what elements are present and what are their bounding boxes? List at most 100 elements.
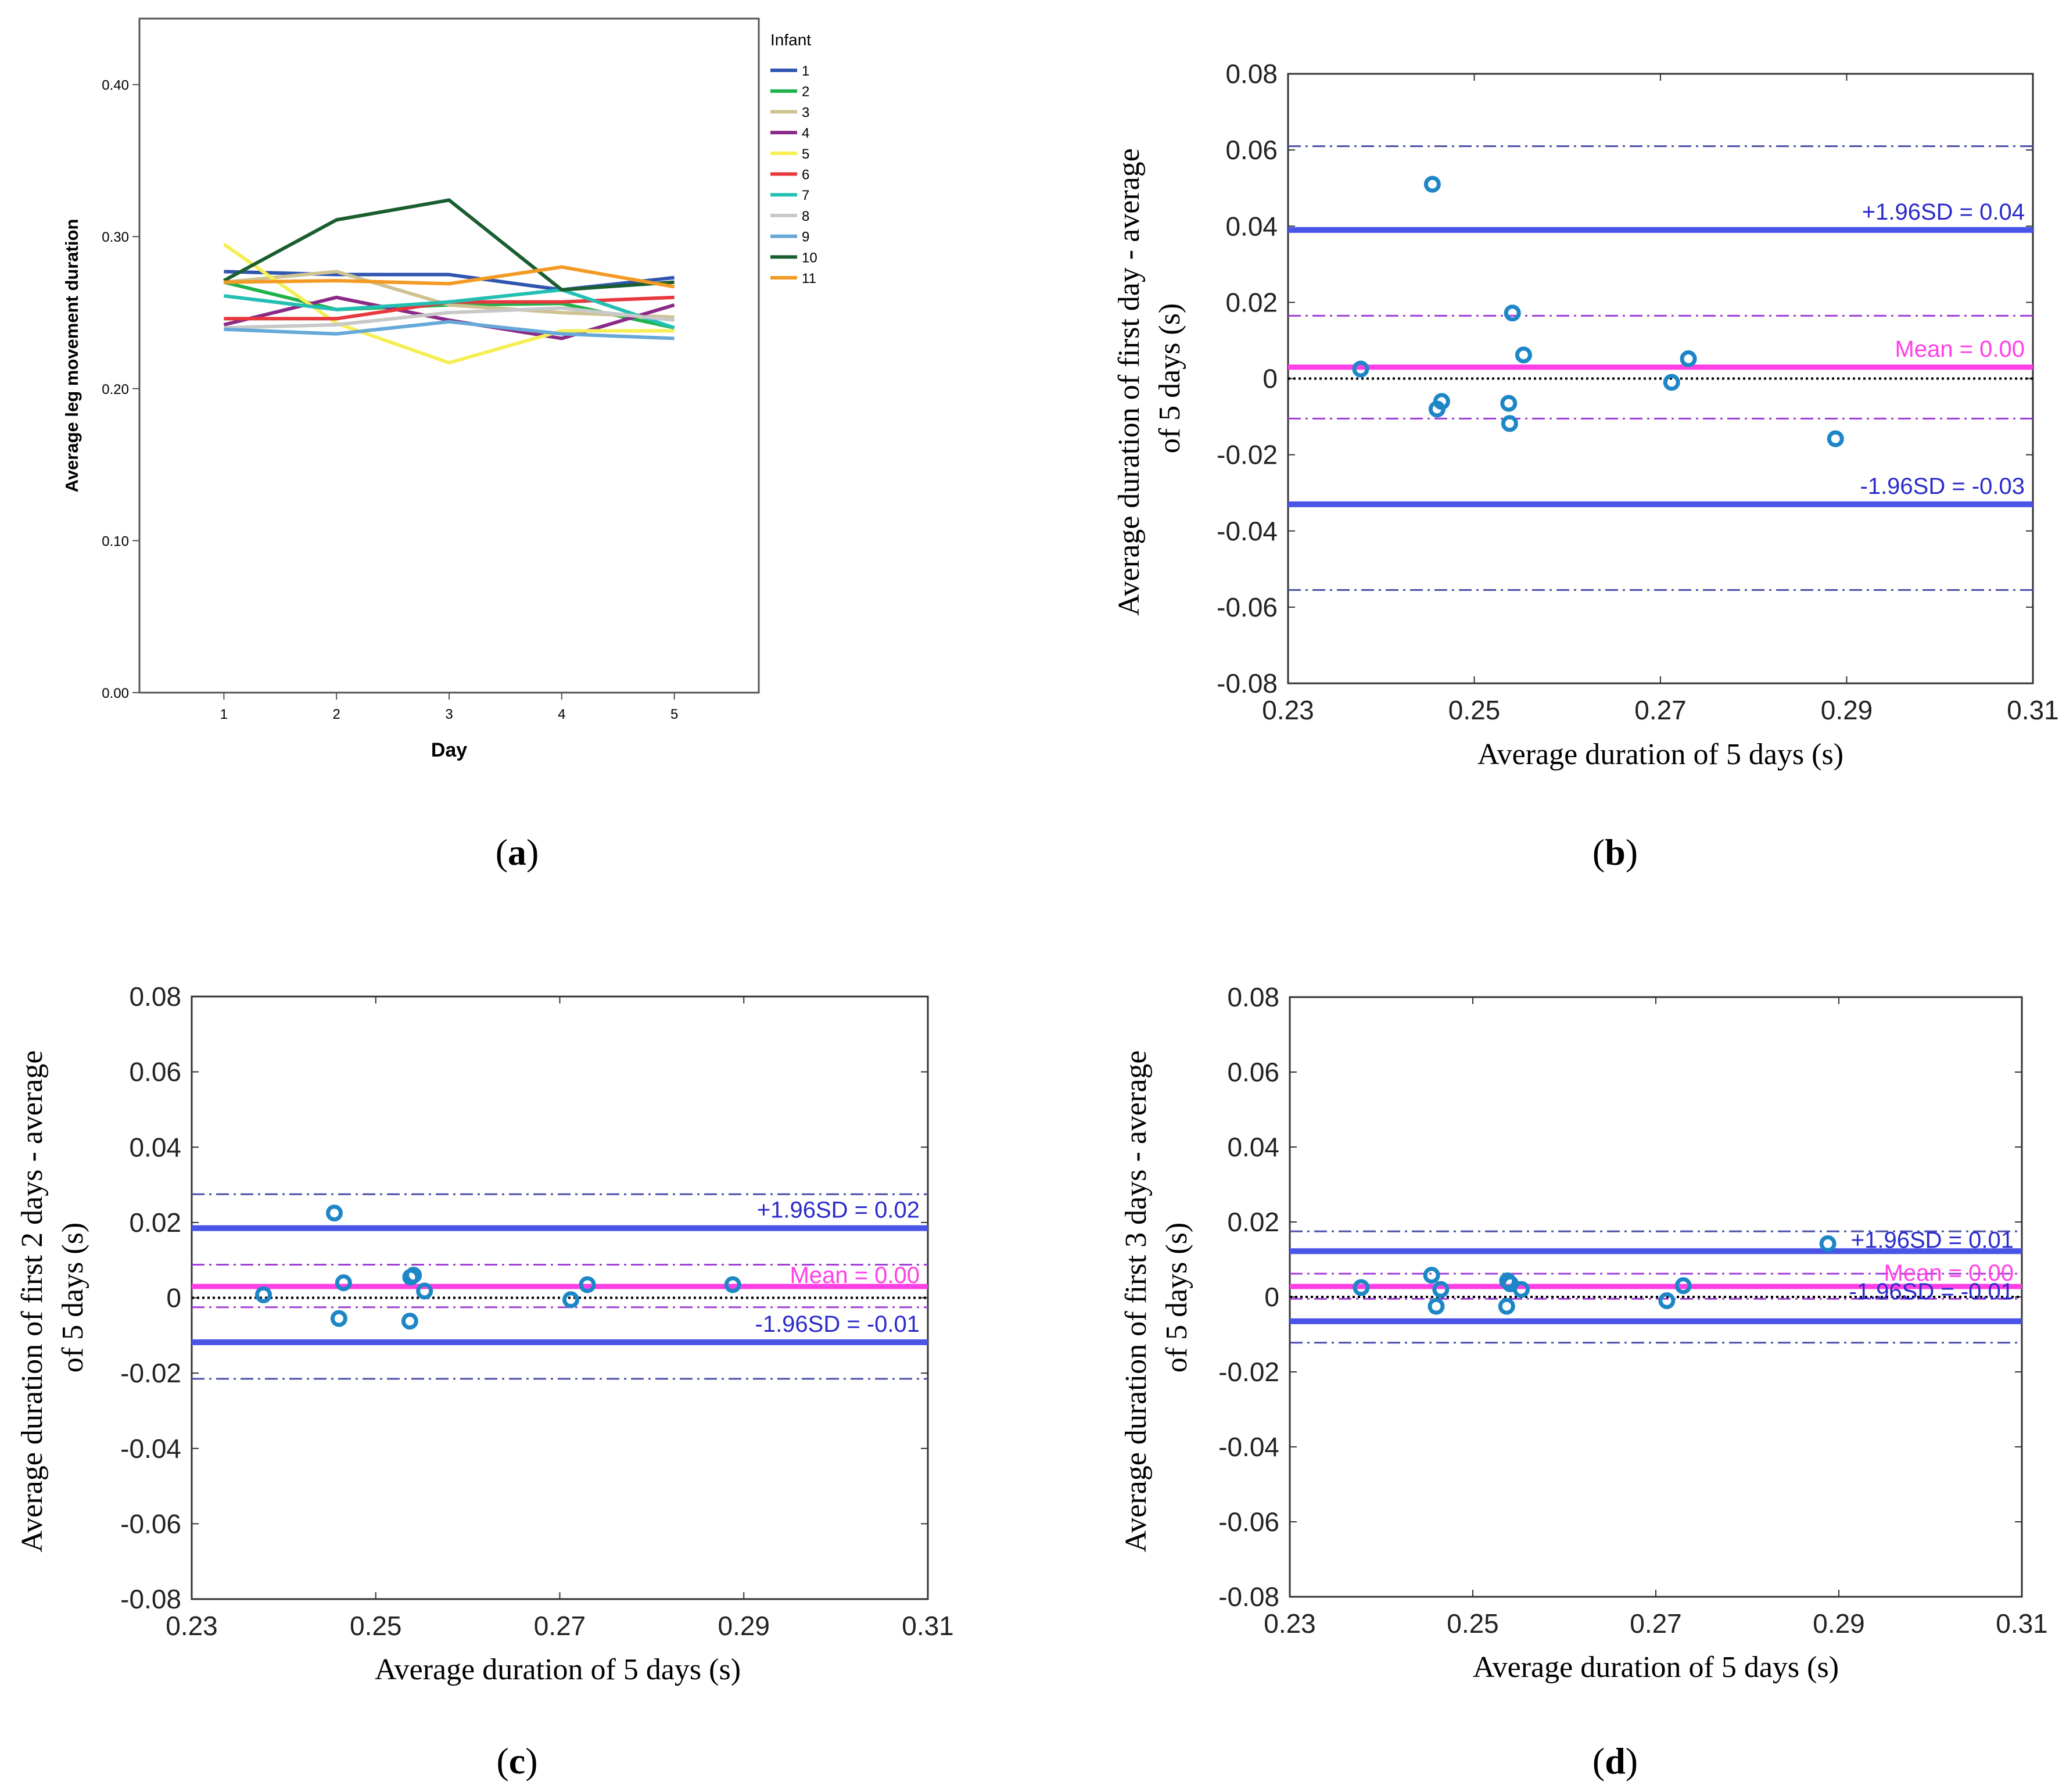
series-line-infant-7 [224, 288, 675, 329]
panel-c-x-tick-label: 0.25 [350, 1611, 402, 1641]
legend-label-infant-1: 1 [802, 63, 809, 79]
panel-c-y-tick-label: 0.02 [129, 1207, 181, 1238]
panel-b-y-axis-label-line-2: of 5 days (s) [1153, 303, 1186, 454]
legend-title: Infant [770, 31, 811, 49]
panel-c-y-tick-label: -0.04 [120, 1433, 181, 1464]
panel-d-data-point [1658, 1292, 1676, 1309]
legend-label-infant-3: 3 [802, 105, 809, 120]
panel-c-y-tick-label: 0.06 [129, 1057, 181, 1087]
panel-c-y-tick-label: -0.08 [120, 1584, 181, 1614]
panel-a-label: (a) [496, 832, 539, 873]
legend-label-infant-11: 11 [802, 271, 816, 286]
panel-b-data-point [1352, 360, 1369, 378]
legend-label-infant-9: 9 [802, 230, 809, 245]
panel-d-y-tick-label: 0.06 [1227, 1057, 1279, 1087]
panel-d-y-tick-label: -0.06 [1218, 1507, 1279, 1537]
panel-b-y-tick-label: -0.06 [1217, 592, 1278, 622]
panel-c-data-point [724, 1276, 741, 1293]
panel-d-data-point [1512, 1281, 1530, 1298]
panel-b-data-point [1433, 393, 1450, 410]
panel-a-y-tick-label: 0.00 [102, 686, 129, 701]
panel-a-plot-frame [138, 17, 760, 694]
panel-c-data-point [579, 1276, 596, 1293]
panel-b-y-tick-label: -0.04 [1217, 516, 1278, 546]
panel-c-x-tick-label: 0.23 [166, 1611, 218, 1641]
panel-b-data-point [1663, 374, 1680, 391]
panel-b-y-tick-label: 0.08 [1225, 59, 1278, 89]
panel-c-data-point [405, 1267, 422, 1284]
panel-b-x-axis-label: Average duration of 5 days (s) [1477, 738, 1843, 771]
panel-a-legend: Infant 1 2 3 4 5 6 7 8 9 10 11 [770, 31, 817, 286]
panel-c-y-axis-label-line-1: Average duration of first 2 days - avera… [16, 1051, 49, 1553]
panel-b-y-tick-label: 0.04 [1225, 211, 1278, 241]
panel-b-label: (b) [1592, 832, 1638, 873]
panel-a-x-tick-label: 1 [220, 707, 228, 722]
panel-d-y-tick-label: 0.08 [1227, 982, 1279, 1012]
panel-c-x-tick-label: 0.27 [534, 1611, 586, 1641]
panel-c-data-point [416, 1282, 433, 1300]
panel-d-data-point [1498, 1298, 1515, 1315]
panel-c-x-axis-label: Average duration of 5 days (s) [375, 1653, 741, 1686]
panel-d-y-tick-label: -0.08 [1218, 1582, 1279, 1612]
panel-b-data-point [1501, 415, 1518, 432]
panel-b-y-tick-label: 0 [1262, 364, 1278, 394]
panel-c-data-point [255, 1286, 272, 1303]
panel-d-mean-annotation: Mean = 0.00 [1884, 1260, 2014, 1286]
panel-c-y-tick-label: -0.02 [120, 1358, 181, 1388]
panel-a-y-tick-label: 0.40 [102, 78, 129, 94]
panel-d: -0.08 -0.06 -0.04 -0.02 0 0.02 0.04 0.06 0.08 0.2… [1120, 982, 2048, 1782]
panel-a-x-tick-label: 2 [333, 707, 340, 722]
series-line-infant-10 [223, 198, 675, 292]
panel-b-upper-loa-annotation: +1.96SD = 0.04 [1862, 199, 2025, 225]
panel-c-y-tick-label: 0.04 [129, 1132, 181, 1162]
legend-label-infant-8: 8 [802, 209, 809, 224]
panel-b-y-axis-label: Average duration of first day - average … [1113, 141, 1186, 616]
series-line-infant-5 [223, 242, 675, 365]
panel-d-y-tick-label: -0.02 [1218, 1357, 1279, 1387]
panel-b-data-point [1500, 395, 1518, 412]
series-line-infant-11 [224, 265, 675, 289]
legend-label-infant-5: 5 [802, 146, 809, 162]
legend-label-infant-6: 6 [802, 167, 809, 183]
panel-d-x-tick-label: 0.23 [1264, 1608, 1316, 1639]
panel-b-x-tick-label: 0.27 [1634, 695, 1687, 725]
panel-a-x-axis-label: Day [431, 739, 467, 761]
panel-b-mean-annotation: Mean = 0.00 [1895, 336, 2025, 362]
panel-d-x-tick-label: 0.31 [1996, 1608, 2048, 1639]
panel-a: 0.00 0.10 0.20 0.30 0.40 1 2 3 4 5 Day Average l… [62, 17, 817, 873]
panel-a-x-tick-label: 3 [445, 707, 453, 722]
panel-c-mean-annotation: Mean = 0.00 [790, 1263, 920, 1288]
legend-label-infant-7: 7 [802, 188, 809, 203]
panel-b-data-point [1515, 346, 1532, 364]
panel-d-data-point [1427, 1298, 1445, 1315]
panel-c-data-point [325, 1205, 343, 1222]
panel-b-x-tick-label: 0.25 [1448, 695, 1501, 725]
legend-label-infant-10: 10 [802, 250, 817, 266]
panel-a-y-tick-label: 0.20 [102, 382, 129, 397]
panel-c-y-tick-label: -0.06 [120, 1508, 181, 1539]
panel-b-y-tick-label: -0.02 [1217, 440, 1278, 470]
panel-d-data-point [1432, 1281, 1450, 1298]
panel-d-x-tick-label: 0.29 [1813, 1608, 1865, 1639]
panel-c-data-point [562, 1291, 580, 1309]
panel-c-x-tick-label: 0.31 [902, 1611, 954, 1641]
panel-d-y-tick-label: 0.02 [1227, 1207, 1279, 1237]
panel-d-x-axis-label: Average duration of 5 days (s) [1473, 1651, 1839, 1684]
panel-d-data-point [1423, 1267, 1440, 1284]
panel-b: -0.08 -0.06 -0.04 -0.02 0 0.02 0.04 0.06 0.08 0.2… [1113, 59, 2059, 873]
panel-d-y-tick-label: 0 [1264, 1282, 1279, 1312]
panel-d-y-axis-label-line-2: of 5 days (s) [1160, 1223, 1193, 1373]
panel-c-y-axis-label: Average duration of first 2 days - avera… [16, 1043, 89, 1553]
series-line-infant-3 [224, 270, 675, 319]
panel-b-data-point [1423, 175, 1441, 193]
panel-d-x-tick-label: 0.27 [1630, 1608, 1682, 1639]
panel-c-lower-loa-annotation: -1.96SD = -0.01 [755, 1311, 920, 1337]
panel-d-label: (d) [1592, 1740, 1638, 1782]
panel-d-lower-loa-annotation: -1.96SD = -0.01 [1849, 1279, 2014, 1304]
panel-c-label: (c) [496, 1740, 537, 1782]
panel-a-y-axis-label: Average leg movement duration [62, 219, 82, 493]
legend-label-infant-2: 2 [802, 84, 809, 100]
panel-b-y-tick-label: -0.08 [1217, 668, 1278, 698]
panel-c-y-tick-label: 0 [166, 1283, 181, 1313]
